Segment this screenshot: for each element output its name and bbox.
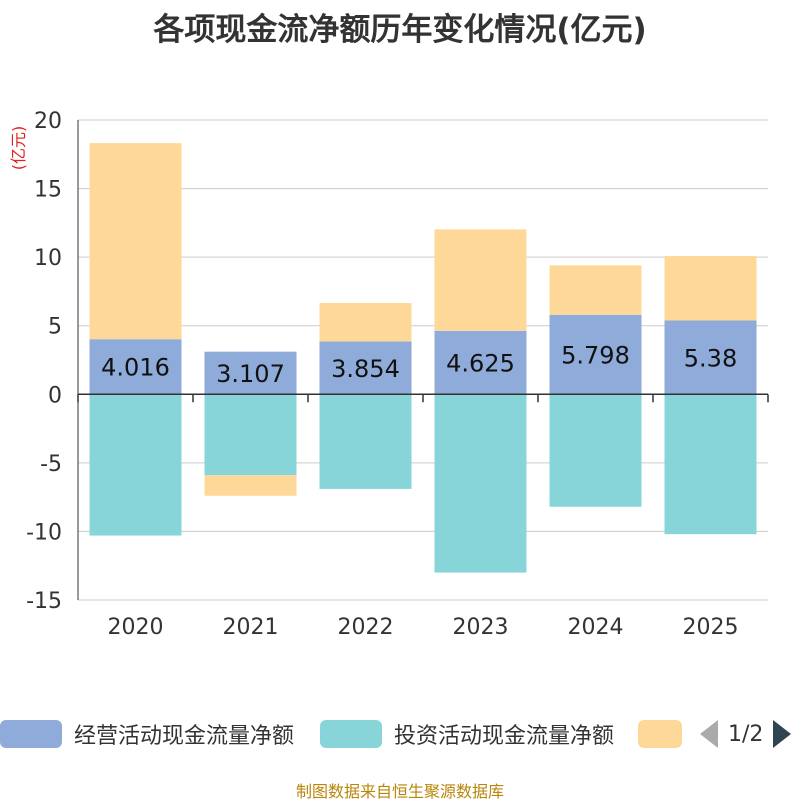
bar-operating-2020 (89, 339, 182, 395)
x-tick-label: 2025 (683, 615, 739, 640)
chart-title: 各项现金流净额历年变化情况(亿元) (153, 12, 647, 48)
bar-investing-2020 (89, 394, 182, 536)
x-tick-label: 2024 (568, 615, 624, 640)
legend-next-icon[interactable] (773, 720, 792, 748)
y-tick-label: -10 (26, 520, 62, 545)
bar-investing-2022 (319, 394, 412, 489)
legend-item-investing[interactable]: 投资活动现金流量净额 (320, 714, 614, 754)
x-tick-label: 2021 (223, 615, 279, 640)
legend-item-operating[interactable]: 经营活动现金流量净额 (0, 714, 294, 754)
legend-label-operating: 经营活动现金流量净额 (74, 724, 295, 749)
bar-operating-2021 (204, 351, 297, 395)
y-tick-label: 10 (34, 246, 62, 271)
bar-financing-2024 (549, 265, 642, 315)
y-tick-label: 0 (48, 383, 62, 408)
bar-operating-2024 (549, 314, 642, 395)
x-tick-label: 2022 (338, 615, 394, 640)
bar-operating-2025 (664, 320, 757, 395)
bar-financing-2025 (664, 256, 757, 321)
bar-financing-2020 (89, 143, 182, 340)
legend-page-indicator: 1/2 (728, 721, 764, 747)
bar-operating-2023 (434, 330, 527, 395)
data-label: 4.625 (446, 350, 515, 378)
bar-investing-2023 (434, 394, 527, 573)
bar-financing-2022 (319, 303, 412, 342)
bar-investing-2024 (549, 394, 642, 507)
y-tick-label: -5 (40, 452, 62, 477)
y-tick-label: 20 (34, 109, 62, 134)
y-tick-label: 5 (48, 315, 62, 340)
y-tick-label: 15 (34, 178, 62, 203)
legend-swatch-operating (0, 720, 62, 748)
data-label: 5.798 (561, 342, 630, 370)
bar-financing-2023 (434, 229, 527, 331)
legend-pager: 1/2 (700, 714, 792, 754)
data-source-note: 制图数据来自恒生聚源数据库 (295, 782, 504, 801)
y-tick-label: -15 (26, 589, 62, 614)
bar-financing-2021 (204, 475, 297, 496)
chart-canvas: -15 -10 -5 0 5 10 15 20 (亿元) 4.016 3.107 3.854 4.625… (9, 109, 769, 640)
legend-prev-icon[interactable] (700, 720, 718, 748)
bar-operating-2022 (319, 341, 412, 395)
legend-label-investing: 投资活动现金流量净额 (394, 724, 615, 749)
bar-investing-2021 (204, 394, 297, 476)
legend-swatch-investing (320, 720, 382, 748)
legend-item-financing[interactable] (638, 714, 694, 754)
legend: 经营活动现金流量净额 投资活动现金流量净额 1/2 (0, 714, 800, 754)
bar-investing-2025 (664, 394, 757, 535)
x-tick-label: 2020 (108, 615, 164, 640)
data-label: 3.854 (331, 355, 400, 383)
x-tick-label: 2023 (453, 615, 509, 640)
data-label: 5.38 (684, 344, 737, 372)
legend-swatch-financing (638, 720, 682, 748)
data-label: 3.107 (216, 360, 285, 388)
data-label: 4.016 (101, 354, 170, 382)
y-axis-title: (亿元) (9, 126, 28, 171)
